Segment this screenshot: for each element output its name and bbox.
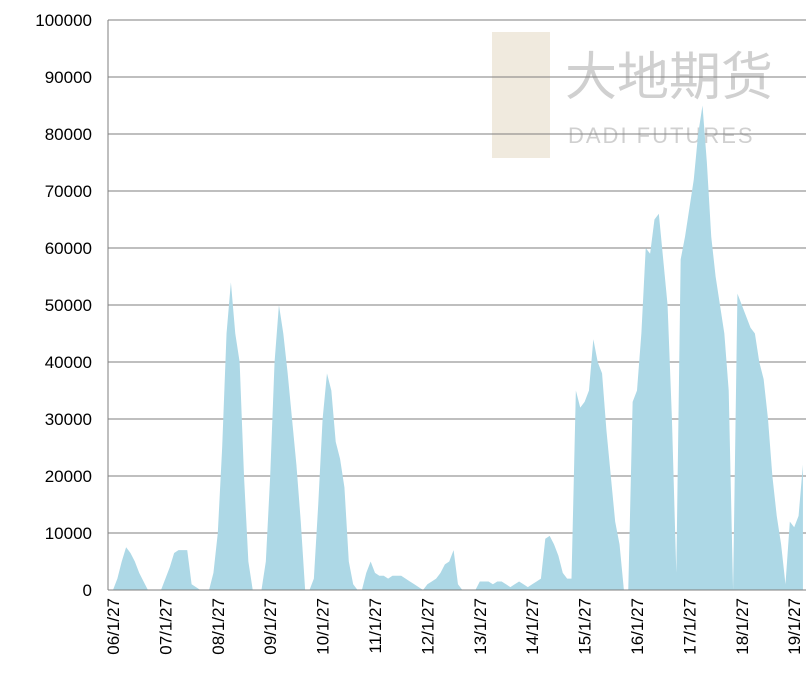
y-tick-label: 40000 <box>45 353 92 372</box>
watermark-text: DADI FUTURES <box>568 123 755 148</box>
y-tick-label: 50000 <box>45 296 92 315</box>
x-tick-label: 16/1/27 <box>628 598 647 655</box>
y-tick-label: 30000 <box>45 410 92 429</box>
x-tick-label: 09/1/27 <box>261 598 280 655</box>
x-tick-label: 08/1/27 <box>209 598 228 655</box>
y-tick-label: 70000 <box>45 182 92 201</box>
x-tick-label: 19/1/27 <box>785 598 804 655</box>
y-tick-label: 100000 <box>35 11 92 30</box>
y-tick-label: 60000 <box>45 239 92 258</box>
y-tick-label: 80000 <box>45 125 92 144</box>
y-tick-label: 10000 <box>45 524 92 543</box>
x-tick-label: 18/1/27 <box>733 598 752 655</box>
y-tick-label: 0 <box>83 581 92 600</box>
area <box>113 105 803 590</box>
x-tick-label: 13/1/27 <box>471 598 490 655</box>
y-tick-label: 20000 <box>45 467 92 486</box>
x-tick-label: 12/1/27 <box>418 598 437 655</box>
y-tick-label: 90000 <box>45 68 92 87</box>
x-tick-label: 15/1/27 <box>576 598 595 655</box>
x-tick-label: 17/1/27 <box>680 598 699 655</box>
x-tick-label: 14/1/27 <box>523 598 542 655</box>
x-tick-label: 06/1/27 <box>104 598 123 655</box>
watermark: 大地期货 DADI FUTURES <box>492 32 773 158</box>
x-tick-label: 11/1/27 <box>366 598 385 653</box>
x-tick-label: 07/1/27 <box>156 598 175 655</box>
x-tick-label: 10/1/27 <box>314 598 333 655</box>
watermark-text: 大地期货 <box>565 49 773 107</box>
watermark-logo <box>492 32 550 158</box>
